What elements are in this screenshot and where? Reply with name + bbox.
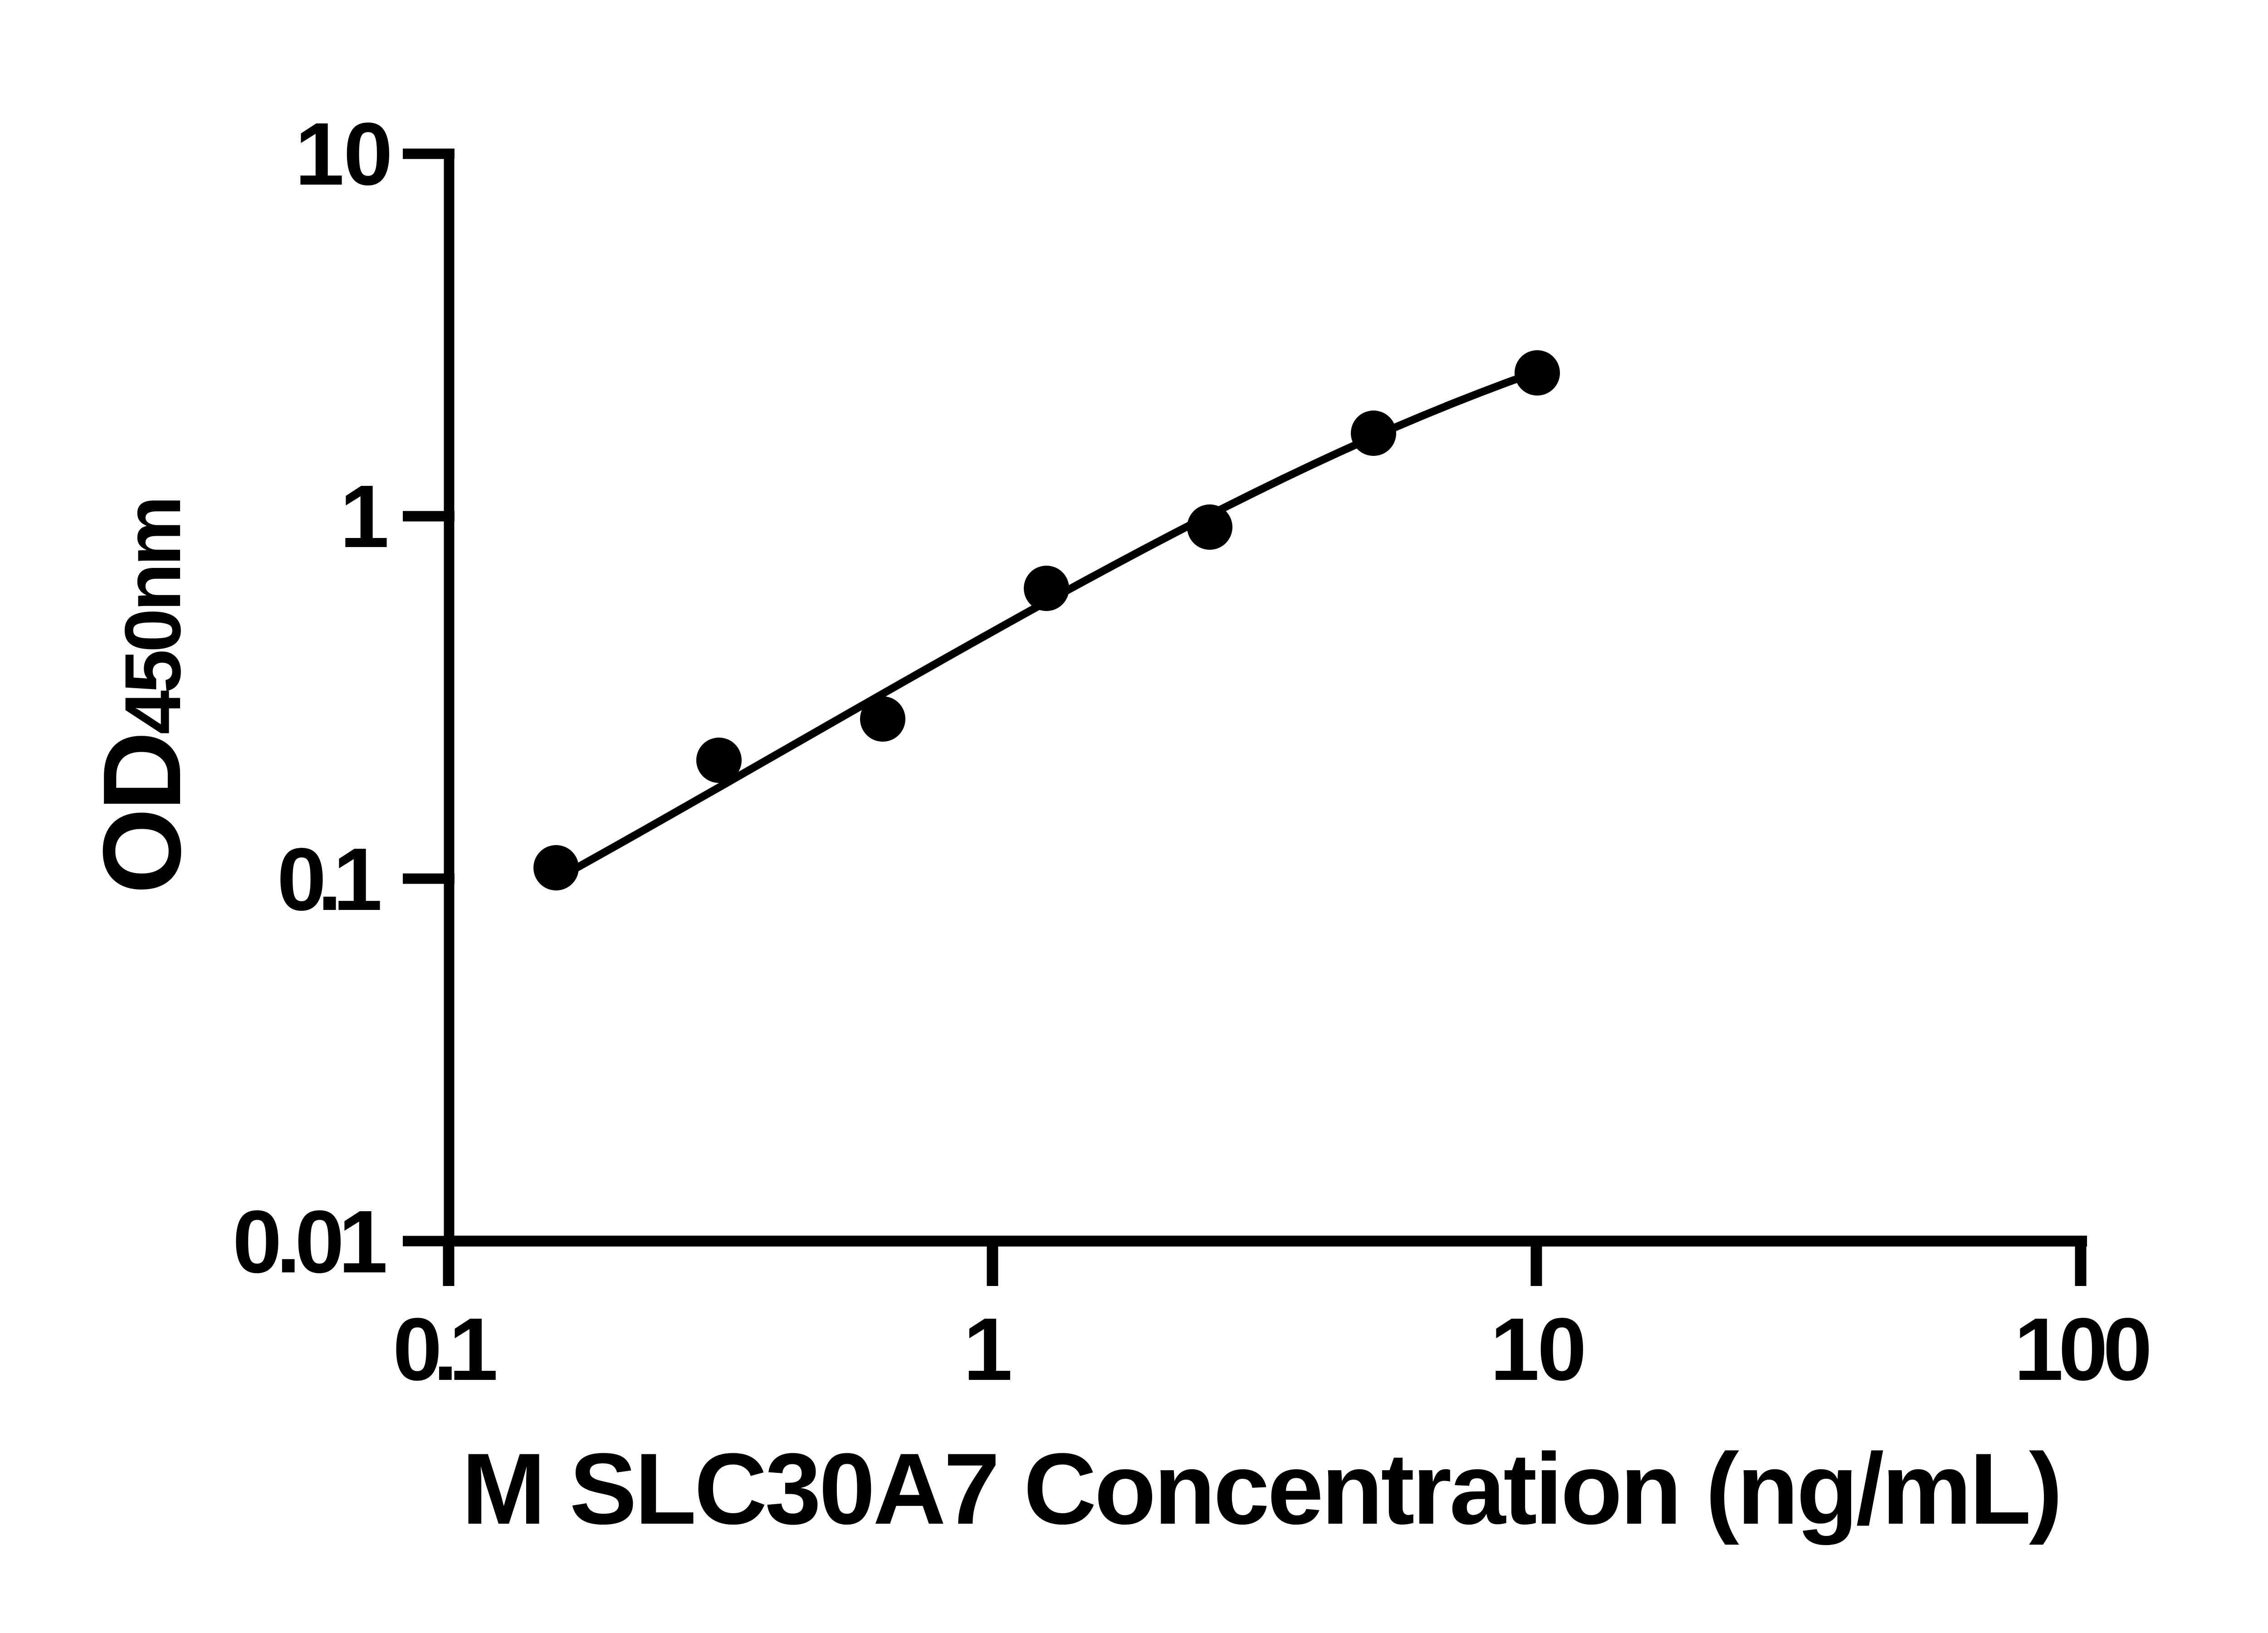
svg-text:1: 1 (963, 1300, 1012, 1399)
svg-text:10: 10 (1490, 1300, 1584, 1399)
svg-text:0.1: 0.1 (393, 1300, 496, 1399)
svg-text:0.1: 0.1 (277, 830, 380, 929)
svg-text:10: 10 (295, 104, 392, 204)
svg-text:100: 100 (2014, 1300, 2149, 1399)
svg-text:M SLC30A7 Concentration (ng/mL: M SLC30A7 Concentration (ng/mL) (462, 1433, 2061, 1545)
svg-text:0.01: 0.01 (233, 1192, 386, 1291)
svg-text:1: 1 (340, 467, 389, 566)
